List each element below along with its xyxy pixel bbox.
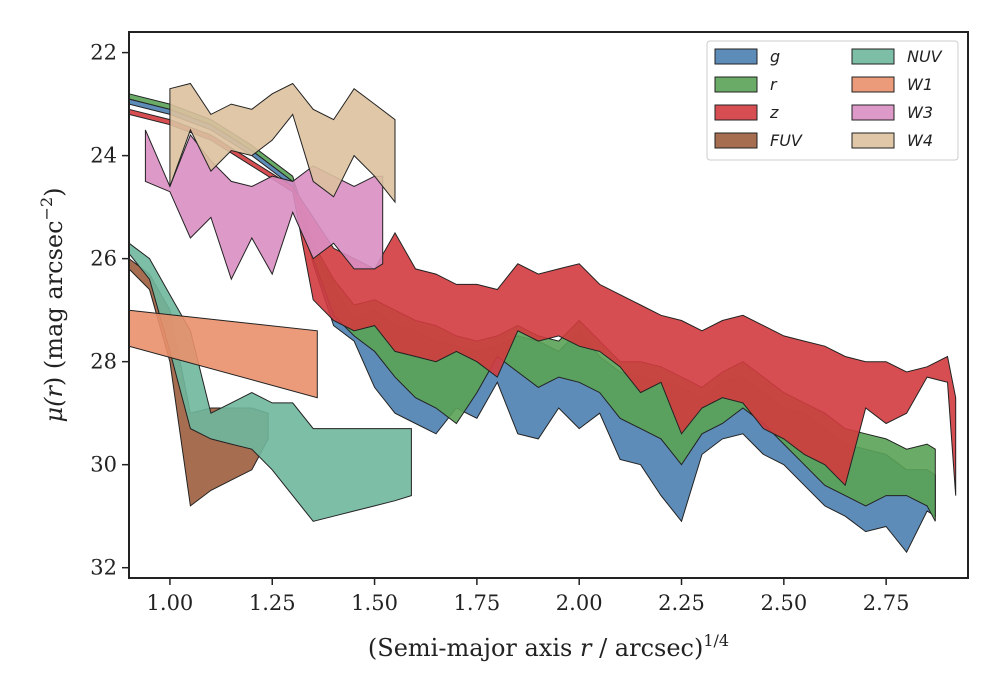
x-tick-label: 1.25 bbox=[249, 591, 296, 615]
x-axis: 1.00 1.25 1.50 1.75 2.00 2.25 2.50 2.75 bbox=[147, 578, 910, 615]
y-tick-label: 30 bbox=[90, 453, 117, 477]
y-tick-label: 28 bbox=[90, 350, 117, 374]
x-tick-label: 2.75 bbox=[863, 591, 910, 615]
x-tick-label: 2.50 bbox=[760, 591, 807, 615]
legend-swatch-w4 bbox=[851, 132, 895, 149]
x-tick-label: 1.75 bbox=[453, 591, 500, 615]
series-area-nuv bbox=[128, 242, 412, 522]
legend-label-z: z bbox=[769, 103, 779, 122]
legend-label-r: r bbox=[770, 75, 778, 94]
legend-label-g: g bbox=[770, 47, 780, 66]
legend-label-w1: W1 bbox=[907, 75, 933, 94]
x-axis-label: (Semi-major axis r / arcsec)1/4 bbox=[368, 631, 729, 662]
legend-label-w3: W3 bbox=[907, 103, 933, 122]
legend-swatch-r bbox=[714, 76, 758, 93]
legend-swatch-g bbox=[714, 48, 758, 65]
legend-swatch-fuv bbox=[714, 132, 758, 149]
x-tick-label: 2.25 bbox=[658, 591, 705, 615]
y-tick-label: 32 bbox=[90, 556, 117, 580]
plot-areas bbox=[128, 82, 957, 554]
y-axis-label: μ(r) (mag arcsec−2) bbox=[37, 187, 68, 422]
legend: grz FUV NUV W1 W3 W4 bbox=[706, 40, 959, 161]
legend-box bbox=[706, 40, 959, 161]
series-area-w1 bbox=[128, 309, 318, 399]
x-tick-label: 2.00 bbox=[556, 591, 603, 615]
legend-swatch-w1 bbox=[851, 76, 895, 93]
y-tick-label: 26 bbox=[90, 247, 117, 271]
y-tick-label: 24 bbox=[90, 144, 117, 168]
series-area-w3 bbox=[144, 129, 384, 281]
legend-swatch-w3 bbox=[851, 104, 895, 121]
x-tick-label: 1.50 bbox=[351, 591, 398, 615]
legend-label-w4: W4 bbox=[907, 131, 933, 150]
legend-label-nuv: NUV bbox=[907, 47, 943, 66]
y-tick-label: 22 bbox=[90, 41, 117, 65]
y-axis: 22 24 26 28 30 32 bbox=[90, 41, 129, 580]
series-area-w4 bbox=[169, 82, 396, 204]
legend-swatch-nuv bbox=[851, 48, 895, 65]
series-area-z bbox=[128, 108, 957, 496]
legend-swatch-z bbox=[714, 104, 758, 121]
plot-frame bbox=[128, 31, 969, 579]
legend-label-fuv: FUV bbox=[770, 131, 803, 150]
x-tick-label: 1.00 bbox=[147, 591, 194, 615]
